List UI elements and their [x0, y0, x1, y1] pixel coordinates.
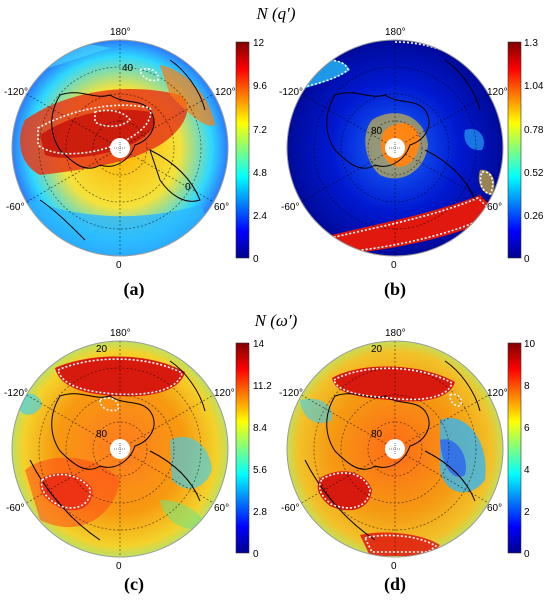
panel-d-label: (d) [384, 574, 406, 594]
panel-c-lon-180: 180° [110, 328, 131, 339]
panel-b-colorbar [507, 41, 522, 259]
panel-d-cb-tick: 6 [524, 423, 530, 434]
panel-a-colorbar-ticks: 12 9.6 7.2 4.8 2.4 0 [253, 38, 267, 265]
panel-d-lon-180: 180° [385, 328, 406, 339]
panel-a-lon-60: 60° [214, 202, 229, 213]
panel-d-lon-120: 120° [487, 388, 508, 399]
panel-d-lon-0: 0 [391, 561, 397, 572]
panel-c-lon-60: 60° [214, 503, 229, 514]
panel-b-cb-tick: 0 [524, 254, 530, 265]
panel-a-lon-neg120: -120° [4, 87, 28, 98]
panel-c-lon-0: 0 [116, 561, 122, 572]
panel-d-colorbar [507, 342, 522, 554]
panel-b-lon-60: 60° [487, 202, 502, 213]
panel-a-lat-0: 0 [185, 182, 191, 193]
panel-a-cb-tick: 0 [253, 254, 259, 265]
panel-c-lat-20: 20 [96, 344, 108, 355]
panel-c-label: (c) [124, 574, 144, 594]
panel-d-cb-tick: 2 [524, 507, 530, 518]
panel-a-cb-tick: 12 [253, 38, 265, 49]
panel-a-colorbar [235, 41, 250, 259]
panel-c-cb-tick: 8.4 [253, 423, 267, 434]
panel-c-colorbar-ticks: 14 11.2 8.4 5.6 2.8 0 [253, 339, 272, 560]
panel-d-map [286, 340, 504, 558]
panel-a-cb-tick: 7.2 [253, 125, 267, 136]
panel-b-cb-tick: 1.04 [524, 81, 544, 92]
panel-a-map [11, 39, 229, 257]
panel-b-cb-tick: 0.52 [524, 168, 544, 179]
panel-a-lon-120: 120° [215, 87, 236, 98]
panel-b-lon-neg120: -120° [279, 87, 303, 98]
panel-b-lon-neg60: -60° [281, 202, 299, 213]
panel-d-lat-20: 20 [371, 344, 383, 355]
panel-d-lon-60: 60° [487, 503, 502, 514]
panel-d-cb-tick: 8 [524, 381, 530, 392]
row2-title: N (ω′) [254, 311, 298, 330]
panel-a-cb-tick: 4.8 [253, 168, 267, 179]
panel-d-cb-tick: 10 [524, 339, 536, 350]
panel-b-cb-tick: 0.26 [524, 211, 544, 222]
panel-b-lon-120: 120° [487, 87, 508, 98]
panel-c-map [11, 340, 229, 558]
panel-b-label: (b) [384, 279, 406, 299]
panel-c-lon-neg120: -120° [4, 388, 28, 399]
panel-a-lon-neg60: -60° [6, 202, 24, 213]
panel-c-lon-120: 120° [214, 388, 235, 399]
panel-c-colorbar [235, 342, 250, 554]
panel-c-cb-tick: 14 [253, 339, 265, 350]
panel-a-lon-0: 0 [116, 260, 122, 271]
panel-c-lon-neg60: -60° [6, 503, 24, 514]
panel-d-colorbar-ticks: 10 8 6 4 2 0 [524, 339, 536, 560]
panel-d-lon-neg60: -60° [281, 503, 299, 514]
panel-c-cb-tick: 2.8 [253, 507, 267, 518]
panel-c-cb-tick: 5.6 [253, 465, 267, 476]
panel-d-cb-tick: 0 [524, 549, 530, 560]
panel-b-lat-80: 80 [371, 126, 383, 137]
panel-b-map [286, 39, 504, 257]
panel-a-label: (a) [123, 279, 145, 299]
panel-c-cb-tick: 0 [253, 549, 259, 560]
panel-a-lat-40: 40 [122, 63, 134, 74]
panel-a-cb-tick: 9.6 [253, 81, 267, 92]
panel-d-lat-80: 80 [371, 429, 383, 440]
panel-b-lon-0: 0 [391, 260, 397, 271]
row1-title: N (q′) [256, 4, 296, 23]
panel-b-cb-tick: 0.78 [524, 125, 544, 136]
panel-d-cb-tick: 4 [524, 465, 530, 476]
panel-c-cb-tick: 11.2 [253, 381, 272, 392]
panel-a-lon-180: 180° [110, 27, 131, 38]
panel-b-cb-tick: 1.3 [524, 38, 538, 49]
panel-a-cb-tick: 2.4 [253, 211, 267, 222]
panel-b-colorbar-ticks: 1.3 1.04 0.78 0.52 0.26 0 [524, 38, 544, 265]
panel-d-lon-neg120: -120° [279, 388, 303, 399]
panel-b-lon-180: 180° [385, 27, 406, 38]
panel-c-lat-80: 80 [96, 429, 108, 440]
